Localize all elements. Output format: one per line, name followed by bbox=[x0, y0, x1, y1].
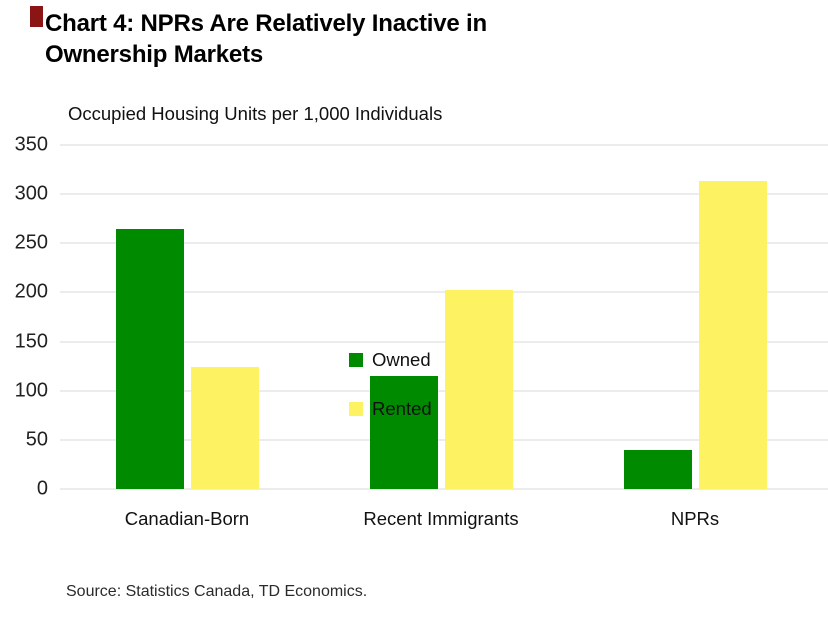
gridline-250 bbox=[60, 242, 828, 244]
bar-owned-0 bbox=[115, 228, 184, 489]
bar-groups bbox=[60, 145, 822, 489]
gridline-50 bbox=[60, 439, 828, 441]
x-category-label-2: NPRs bbox=[670, 508, 720, 529]
y-axis: 0 50 100 150 200 250 300 350 bbox=[0, 134, 48, 500]
bar-group-2 bbox=[623, 145, 767, 489]
x-axis-labels: Canadian-Born Recent Immigrants NPRs bbox=[60, 508, 822, 530]
bar-group-1 bbox=[369, 145, 513, 489]
y-tick-label-250: 250 bbox=[14, 231, 48, 254]
plot-area: Owned Rented bbox=[60, 144, 828, 490]
axis-title: Occupied Housing Units per 1,000 Individ… bbox=[68, 103, 443, 124]
y-tick-label-100: 100 bbox=[14, 379, 48, 402]
bar-owned-1 bbox=[369, 375, 438, 489]
legend-swatch-rented bbox=[349, 402, 363, 416]
legend-label-owned: Owned bbox=[372, 349, 431, 370]
y-tick-label-50: 50 bbox=[25, 428, 48, 451]
bar-group-0 bbox=[115, 145, 259, 489]
gridline-100 bbox=[60, 390, 828, 392]
bar-rented-2 bbox=[698, 181, 767, 489]
gridline-150 bbox=[60, 341, 828, 343]
source-note: Source: Statistics Canada, TD Economics. bbox=[66, 583, 368, 600]
gridline-200 bbox=[60, 291, 828, 293]
y-tick-label-350: 350 bbox=[14, 133, 48, 156]
legend: Owned Rented bbox=[349, 349, 432, 420]
legend-label-rented: Rented bbox=[372, 398, 432, 419]
bar-owned-2 bbox=[623, 449, 692, 489]
gridline-350 bbox=[60, 144, 828, 146]
chart-title: Chart 4: NPRs Are Relatively Inactive in… bbox=[45, 10, 487, 68]
y-tick-label-0: 0 bbox=[36, 477, 48, 500]
legend-swatch-owned bbox=[349, 353, 363, 367]
bar-rented-1 bbox=[444, 290, 513, 489]
x-category-label-1: Recent Immigrants bbox=[363, 508, 519, 529]
legend-item-rented: Rented bbox=[349, 398, 432, 420]
accent-mark bbox=[30, 6, 43, 27]
gridline-0 bbox=[60, 488, 828, 490]
y-tick-label-200: 200 bbox=[14, 280, 48, 303]
legend-item-owned: Owned bbox=[349, 349, 432, 371]
y-tick-label-300: 300 bbox=[14, 182, 48, 205]
y-tick-label-150: 150 bbox=[14, 330, 48, 353]
gridline-300 bbox=[60, 193, 828, 195]
x-category-label-0: Canadian-Born bbox=[124, 508, 250, 529]
bar-rented-0 bbox=[190, 367, 259, 489]
